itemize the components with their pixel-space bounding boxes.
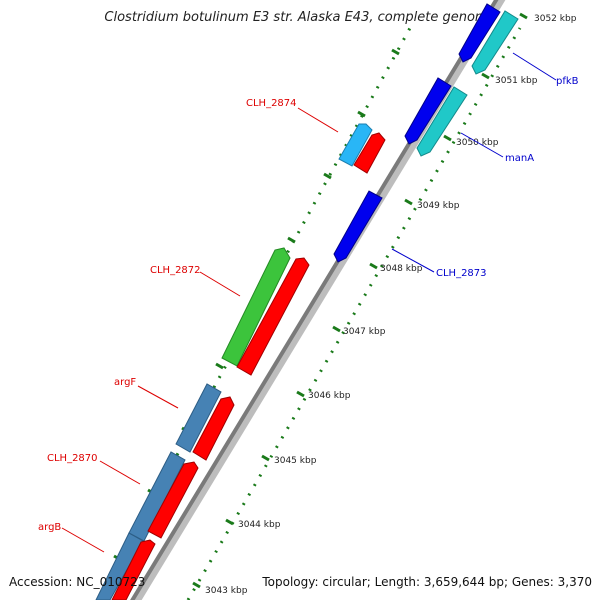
scale-label: 3049 kbp xyxy=(417,201,460,211)
scale-tick xyxy=(481,72,490,80)
gene-label-clh2872[interactable]: CLH_2872 xyxy=(150,265,201,276)
gene-feature-clh2873[interactable] xyxy=(333,190,383,263)
accession-text: Accession: NC_010723 xyxy=(9,575,146,589)
gene-label-clh2870[interactable]: CLH_2870 xyxy=(47,453,98,464)
scale-label: 3047 kbp xyxy=(343,327,386,337)
scale-tick xyxy=(261,454,270,462)
leader-line-pfkB xyxy=(512,52,557,81)
outer-right-guide xyxy=(186,27,522,600)
scale-tick xyxy=(443,134,452,142)
scale-label: 3050 kbp xyxy=(456,138,499,148)
gene-feature-blue-2[interactable] xyxy=(404,77,452,145)
gene-feature-red-1[interactable] xyxy=(111,539,156,600)
outer-left-track xyxy=(95,123,373,600)
scale-tick xyxy=(519,12,528,20)
leader-line-clh2872 xyxy=(199,271,241,297)
leader-line-clh2873 xyxy=(391,248,435,273)
leader-lines xyxy=(61,52,557,553)
gene-label-manA[interactable]: manA xyxy=(505,153,534,164)
scale-tick xyxy=(332,325,341,333)
scale-tick-left xyxy=(391,48,400,56)
gene-feature-pfkB[interactable] xyxy=(471,10,519,75)
gene-feature-red-2[interactable] xyxy=(147,461,199,539)
leader-line-argB xyxy=(61,527,105,553)
scale-tick-left xyxy=(323,172,332,180)
leader-line-clh2870 xyxy=(99,460,141,485)
gene-feature-clh2870[interactable] xyxy=(128,451,186,542)
scale-tick-left xyxy=(357,110,366,118)
scale-label: 3048 kbp xyxy=(380,264,423,274)
map-title: Clostridium botulinum E3 str. Alaska E43… xyxy=(104,10,496,25)
scale-tick-left xyxy=(215,362,224,370)
gene-feature-clh2872[interactable] xyxy=(221,247,291,367)
gene-label-clh2874[interactable]: CLH_2874 xyxy=(246,98,297,109)
scale-tick xyxy=(369,262,378,270)
leader-line-clh2874 xyxy=(297,107,339,133)
gene-labels: CLH_2874 CLH_2872 argF CLH_2870 argB pfk… xyxy=(38,76,579,533)
backbone-shadow xyxy=(131,0,506,600)
gene-feature-blue-3[interactable] xyxy=(458,3,501,63)
scale-tick xyxy=(296,390,305,398)
scale-label: 3043 kbp xyxy=(205,586,248,596)
scale-label: 3052 kbp xyxy=(534,14,577,24)
inner-left-track xyxy=(111,132,386,600)
gene-label-pfkB[interactable]: pfkB xyxy=(556,76,579,87)
scale-tick xyxy=(404,198,413,206)
inner-right-track xyxy=(333,3,501,263)
scale-labels: 3043 kbp 3044 kbp 3045 kbp 3046 kbp 3047… xyxy=(205,14,577,596)
outer-right-track xyxy=(416,10,519,157)
leader-line-argF xyxy=(137,385,179,409)
gene-feature-red-5[interactable] xyxy=(353,132,386,174)
scale-label: 3051 kbp xyxy=(495,76,538,86)
scale-label: 3044 kbp xyxy=(238,520,281,530)
scale-tick xyxy=(192,581,201,589)
gene-label-argB[interactable]: argB xyxy=(38,522,61,533)
gene-feature-red-3[interactable] xyxy=(192,396,235,461)
scale-tick-left xyxy=(287,236,296,244)
scale-label: 3046 kbp xyxy=(308,391,351,401)
scale-tick xyxy=(225,518,234,526)
gene-feature-clh2874-left[interactable] xyxy=(338,123,373,167)
scale-label: 3045 kbp xyxy=(274,456,317,466)
topology-text: Topology: circular; Length: 3,659,644 bp… xyxy=(262,575,592,589)
gene-label-clh2873[interactable]: CLH_2873 xyxy=(436,268,487,279)
gene-label-argF[interactable]: argF xyxy=(114,377,136,388)
gene-feature-manA[interactable] xyxy=(416,86,468,157)
leader-line-manA xyxy=(460,132,504,158)
scale-ticks-right xyxy=(192,12,528,589)
gene-feature-red-4[interactable] xyxy=(236,257,310,376)
gene-feature-argF[interactable] xyxy=(175,383,222,453)
